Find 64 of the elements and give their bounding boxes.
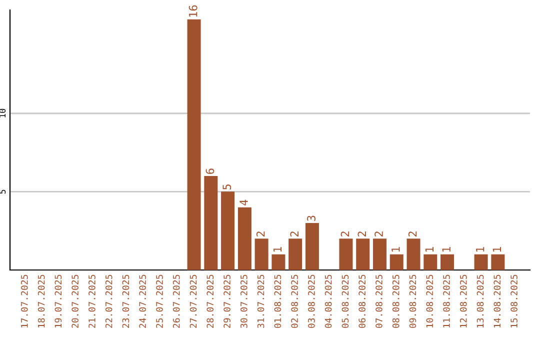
bar bbox=[238, 207, 252, 270]
x-tick-label: 20.07.2025 bbox=[72, 274, 78, 328]
bar bbox=[406, 238, 420, 270]
bar bbox=[339, 238, 353, 270]
x-tick-label: 07.08.2025 bbox=[376, 274, 382, 328]
data-label: 2 bbox=[358, 232, 366, 236]
data-label: 1 bbox=[273, 247, 282, 252]
data-label: 2 bbox=[340, 232, 350, 236]
data-label: 2 bbox=[374, 232, 383, 236]
bar bbox=[356, 238, 370, 270]
data-label: 1 bbox=[425, 247, 434, 252]
x-tick-label: 27.07.2025 bbox=[190, 274, 197, 328]
data-label: 1 bbox=[492, 247, 502, 252]
data-label: 3 bbox=[307, 216, 316, 221]
x-tick-label: 28.07.2025 bbox=[206, 274, 214, 328]
x-tick-label: 24.07.2025 bbox=[139, 274, 146, 328]
bar bbox=[424, 254, 438, 270]
x-tick-label: 26.07.2025 bbox=[172, 274, 180, 328]
bar bbox=[187, 19, 201, 270]
x-tick-label: 13.08.2025 bbox=[476, 274, 484, 328]
data-label: 1 bbox=[476, 247, 484, 252]
x-tick-label: 03.08.2025 bbox=[308, 274, 315, 328]
data-label: 6 bbox=[206, 168, 214, 174]
bar bbox=[254, 238, 268, 270]
bar bbox=[372, 238, 386, 270]
x-tick-label: 06.08.2025 bbox=[358, 274, 366, 328]
x-tick-label: 18.07.2025 bbox=[38, 274, 45, 328]
data-label: 2 bbox=[256, 232, 265, 236]
x-tick-label: 09.08.2025 bbox=[409, 274, 416, 328]
data-label: 4 bbox=[240, 200, 248, 206]
x-tick-label: 23.07.2025 bbox=[122, 274, 130, 328]
x-tick-label: 01.08.2025 bbox=[274, 274, 282, 328]
bar bbox=[288, 238, 302, 270]
bar bbox=[221, 192, 235, 270]
x-tick-label: 05.08.2025 bbox=[342, 274, 349, 328]
x-tick-label: 12.08.2025 bbox=[460, 274, 467, 328]
x-tick-label: 08.08.2025 bbox=[392, 274, 400, 328]
x-tick-label: 15.08.2025 bbox=[510, 274, 518, 328]
bar bbox=[305, 223, 319, 270]
data-label: 16 bbox=[188, 5, 198, 17]
data-label: 1 bbox=[442, 247, 450, 252]
data-label: 5 bbox=[222, 184, 232, 190]
data-label: 2 bbox=[408, 232, 417, 236]
bar bbox=[474, 254, 488, 270]
data-label: 2 bbox=[290, 232, 298, 236]
bar bbox=[272, 254, 286, 270]
x-tick-label: 17.07.2025 bbox=[21, 274, 28, 328]
x-tick-label: 30.07.2025 bbox=[240, 274, 248, 328]
data-label: 1 bbox=[392, 247, 400, 252]
x-tick-label: 29.07.2025 bbox=[224, 274, 230, 328]
x-tick-label: 10.08.2025 bbox=[426, 274, 434, 328]
x-tick-label: 02.08.2025 bbox=[291, 274, 298, 328]
x-tick-label: 14.08.2025 bbox=[494, 274, 501, 328]
bar bbox=[491, 254, 505, 270]
bar bbox=[204, 176, 218, 270]
x-tick-label: 04.08.2025 bbox=[324, 274, 332, 328]
x-tick-label: 31.07.2025 bbox=[257, 274, 264, 328]
bar bbox=[440, 254, 454, 270]
x-tick-label: 22.07.2025 bbox=[105, 274, 112, 328]
x-tick-label: 11.08.2025 bbox=[443, 274, 450, 328]
x-tick-label: 25.07.2025 bbox=[156, 274, 163, 328]
x-tick-label: 21.07.2025 bbox=[88, 274, 96, 328]
bar bbox=[390, 254, 404, 270]
x-tick-label: 19.07.2025 bbox=[54, 274, 62, 328]
